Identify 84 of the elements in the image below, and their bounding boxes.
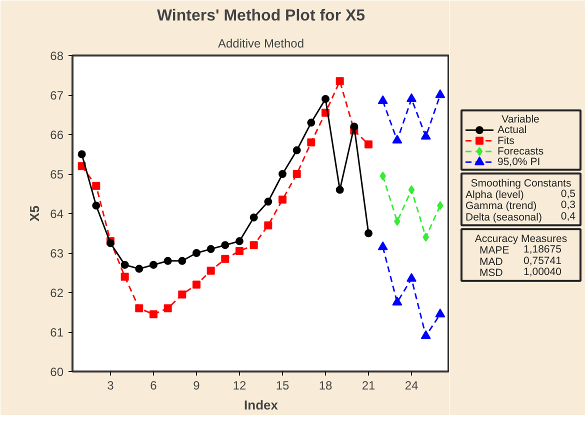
point: [135, 304, 144, 312]
chart-subtitle: Additive Method: [218, 36, 304, 50]
y-tick-label: 62: [50, 286, 64, 300]
point: [149, 260, 158, 269]
y-tick-label: 63: [50, 246, 64, 260]
point: [149, 310, 158, 318]
x-tick-label: 18: [318, 378, 333, 392]
point: [380, 171, 386, 180]
point: [264, 221, 272, 230]
x-tick-label: 21: [362, 378, 376, 392]
x-tick-label: 9: [193, 378, 200, 392]
point: [236, 237, 244, 246]
point: [292, 170, 301, 178]
y-tick-label: 66: [50, 128, 64, 142]
y-axis-title: X5: [27, 206, 42, 222]
text: MSD 1,00040: [480, 266, 562, 280]
point: [164, 304, 172, 312]
point: [364, 140, 373, 148]
point: [292, 146, 301, 154]
legend-title: Variable: [502, 113, 540, 126]
point: [392, 134, 402, 144]
point: [408, 185, 415, 194]
point: [92, 182, 100, 190]
y-tick-label: 65: [50, 168, 64, 182]
y-tick-label: 60: [50, 365, 64, 379]
point: [178, 290, 186, 298]
point: [378, 241, 388, 250]
point: [192, 280, 200, 289]
legend-label: Forecasts: [498, 145, 544, 158]
point: [206, 245, 215, 254]
point: [378, 95, 388, 104]
point: [178, 256, 186, 265]
point: [420, 330, 431, 340]
x-tick-label: 3: [107, 378, 114, 392]
point: [420, 130, 431, 140]
text: MAPE 1,18675: [480, 243, 562, 256]
point: [250, 213, 258, 222]
point: [264, 198, 272, 206]
text: Smoothing Constants: [470, 177, 572, 190]
point: [250, 241, 258, 250]
point: [350, 122, 358, 131]
point: [336, 77, 344, 86]
point: [307, 118, 316, 127]
point: [422, 232, 430, 242]
y-tick-label: 64: [50, 207, 64, 221]
x-tick-label: 6: [150, 378, 158, 392]
y-tick-label: 61: [50, 326, 64, 340]
point: [120, 260, 129, 269]
point: [278, 170, 286, 178]
point: [92, 202, 100, 210]
point: [192, 249, 200, 257]
point: [322, 94, 330, 103]
x-tick-label: 24: [404, 378, 419, 392]
point: [435, 308, 446, 318]
point: [135, 264, 144, 273]
text: Accuracy Measures: [474, 232, 568, 245]
point: [78, 150, 86, 158]
point: [392, 296, 402, 306]
text: Gamma (trend) 0,3: [466, 199, 576, 212]
y-tick-label: 67: [50, 88, 64, 102]
legend-label: Fits: [498, 134, 514, 147]
x-tick-label: 12: [232, 378, 246, 392]
y-tick-label: 68: [50, 49, 64, 63]
point: [206, 266, 215, 275]
point: [406, 93, 417, 102]
x-tick-label: 15: [276, 378, 290, 392]
point: [278, 196, 286, 204]
point: [435, 89, 446, 98]
legend-label: 95,0% PI: [498, 156, 540, 168]
point: [236, 247, 244, 256]
point: [221, 254, 230, 263]
point: [364, 229, 373, 238]
point: [221, 241, 230, 250]
text: Alpha (level) 0,5: [466, 188, 576, 201]
text: Delta (seasonal) 0,4: [466, 210, 576, 224]
text: MAD 0,75741: [480, 254, 562, 268]
point: [336, 186, 344, 194]
legend-label: Actual: [498, 124, 527, 136]
x-axis-title: Index: [244, 398, 279, 412]
point: [120, 272, 129, 281]
point: [307, 138, 316, 146]
point: [164, 256, 172, 265]
chart-title: Winters' Method Plot for X5: [156, 8, 366, 24]
point: [406, 272, 417, 282]
